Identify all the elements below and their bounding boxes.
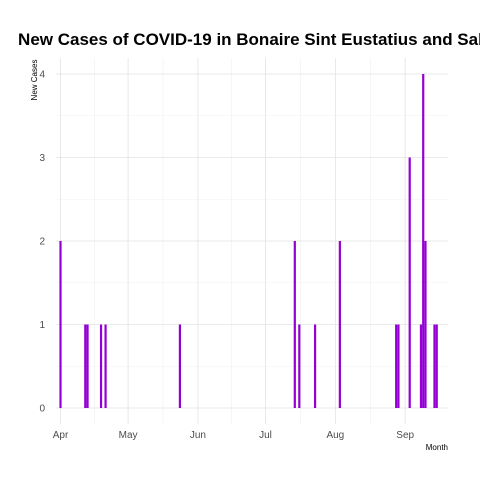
y-axis-title: New Cases: [30, 60, 39, 101]
bar: [104, 324, 107, 408]
x-tick-label: Jul: [259, 430, 272, 441]
bar: [433, 324, 436, 408]
y-tick-label: 0: [39, 404, 45, 415]
bar: [84, 324, 87, 408]
y-tick-label: 4: [39, 70, 45, 81]
bar: [424, 241, 427, 408]
bar: [86, 324, 89, 408]
x-tick-label: Jun: [190, 430, 206, 441]
bar: [395, 324, 398, 408]
y-tick-label: 3: [39, 153, 45, 164]
grid-lines: [56, 58, 448, 424]
bar: [313, 324, 317, 408]
y-tick-label: 2: [39, 237, 45, 248]
x-tick-label: Apr: [53, 430, 69, 441]
x-tick-label: May: [119, 430, 138, 441]
x-tick-label: Sep: [396, 430, 414, 441]
bar: [419, 324, 423, 408]
bar: [59, 241, 62, 408]
x-tick-label: Aug: [326, 430, 344, 441]
bar: [293, 241, 296, 408]
bars: [59, 74, 438, 408]
bar: [99, 324, 103, 408]
bar: [178, 324, 182, 408]
bar: [298, 324, 301, 408]
y-tick-label: 1: [39, 320, 45, 331]
bar: [397, 324, 400, 408]
y-axis-ticks: 0 1 2 3 4: [39, 70, 45, 415]
x-axis-title: Month: [426, 443, 448, 452]
x-axis-ticks: Apr May Jun Jul Aug Sep: [53, 430, 415, 441]
chart-title: New Cases of COVID-19 in Bonaire Sint Eu…: [18, 30, 480, 49]
bar: [422, 74, 425, 408]
bar: [338, 241, 341, 408]
bar: [408, 157, 411, 408]
bar: [435, 324, 438, 408]
